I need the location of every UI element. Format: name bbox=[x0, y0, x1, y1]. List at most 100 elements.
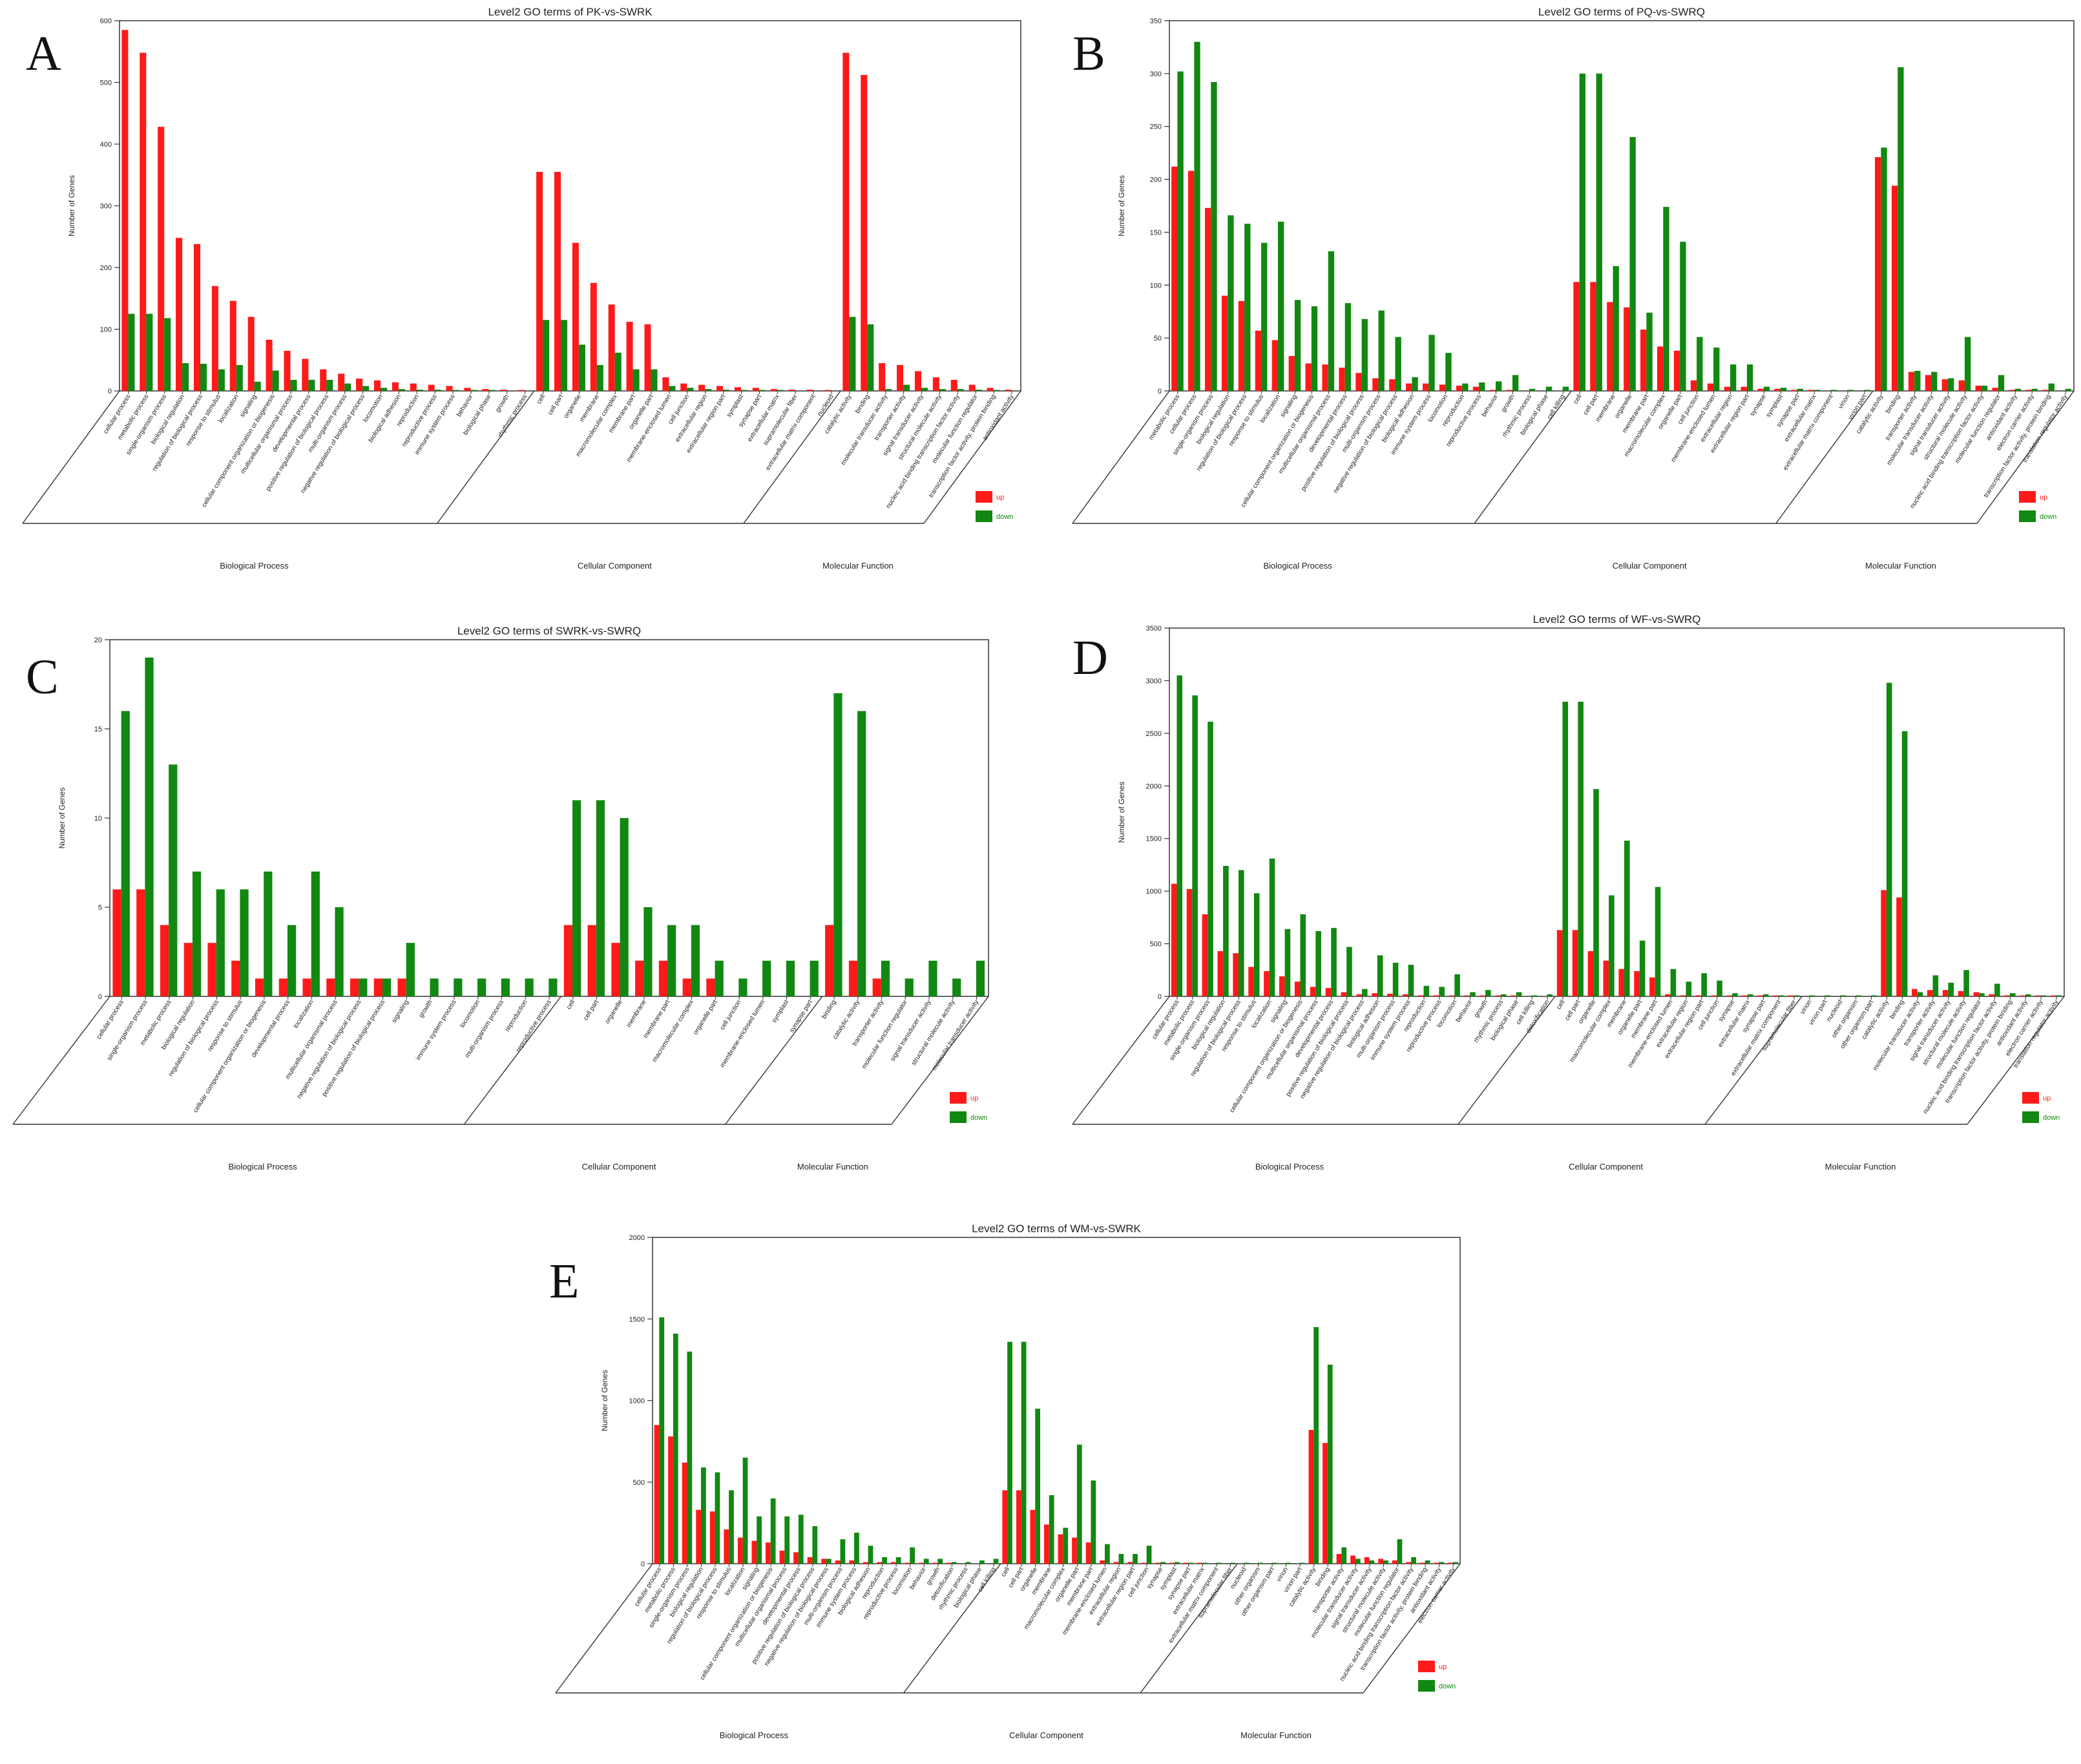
bar-down-reproduction bbox=[416, 390, 423, 391]
bar-down-regulation-of-biological-process bbox=[200, 363, 207, 391]
bar-down-reproductive-process bbox=[1439, 987, 1445, 996]
bar-down-metabolic-process bbox=[1192, 695, 1198, 996]
bar-down-structural-molecule-activity bbox=[939, 389, 946, 391]
group-label-molecular-function: Molecular Function bbox=[1240, 1730, 1312, 1740]
bar-up-organelle bbox=[1587, 950, 1594, 996]
bar-down-catalytic-activity bbox=[857, 711, 866, 996]
legend-swatch-up bbox=[1418, 1661, 1435, 1672]
x-tick-label: symplast bbox=[726, 394, 745, 419]
legend-label-down: down bbox=[2040, 513, 2056, 521]
group-separator bbox=[1458, 996, 1556, 1125]
bar-up-single-organism-process bbox=[158, 127, 165, 391]
bar-up-developmental-process bbox=[1339, 367, 1345, 391]
group-label-molecular-function: Molecular Function bbox=[822, 561, 894, 571]
bar-up-extracellular-region-part bbox=[716, 386, 724, 391]
bar-down-rhythmic-process bbox=[1529, 388, 1536, 391]
x-tick-label: virion bbox=[1837, 394, 1852, 410]
bar-up-reproduction bbox=[410, 383, 417, 391]
bar-down-cell-junction bbox=[1697, 337, 1703, 391]
bar-down-nucleic-acid-binding-transcription-factor-activity bbox=[1994, 983, 2000, 996]
x-tick-label: cell part bbox=[582, 999, 600, 1022]
bar-down-synapse-part bbox=[1797, 388, 1804, 391]
x-tick-label: virion bbox=[1275, 1566, 1290, 1583]
bar-up-membrane-enclosed-lumen bbox=[1100, 1560, 1105, 1564]
bar-down-regulation-of-biological-process bbox=[216, 889, 225, 996]
bar-up-metabolic-process bbox=[668, 1436, 673, 1564]
bar-down-locomotion bbox=[477, 978, 486, 996]
x-tick-label: growth bbox=[1473, 999, 1489, 1019]
bar-up-single-organism-process bbox=[1204, 207, 1211, 391]
bar-down-regulation-of-biological-process bbox=[1238, 870, 1244, 996]
chart-panel-d: D Level2 GO terms of WF-vs-SWRQ 0 500 1000 1… bbox=[1040, 601, 2081, 1189]
bar-up-extracellular-matrix-component bbox=[806, 390, 813, 391]
bar-up-cell-junction bbox=[1711, 995, 1717, 996]
bar-up-extracellular-region bbox=[698, 384, 706, 391]
y-tick-label: 0 bbox=[98, 993, 102, 1001]
x-tick-label: growth bbox=[418, 999, 434, 1019]
y-tick-label: 500 bbox=[1150, 941, 1162, 949]
group-label-cellular-component: Cellular Component bbox=[1009, 1730, 1083, 1740]
bar-up-cell bbox=[1002, 1490, 1008, 1564]
bar-down-membrane bbox=[596, 364, 603, 391]
bar-up-molecular-transducer-activity bbox=[1912, 989, 1918, 996]
x-tick-label: cell part bbox=[1582, 394, 1600, 417]
bar-up-membrane-enclosed-lumen bbox=[662, 377, 669, 391]
chart-panel-b: B Level2 GO terms of PQ-vs-SWRQ 0 50 100 150… bbox=[1040, 0, 2081, 588]
axis-bracket-right bbox=[891, 996, 989, 1125]
bar-up-positive-regulation-of-biological-process bbox=[1341, 992, 1347, 996]
bar-up-developmental-process bbox=[302, 359, 309, 391]
bar-up-behavior bbox=[919, 1562, 924, 1564]
legend-label-down: down bbox=[970, 1114, 987, 1122]
axis-bracket-right bbox=[1363, 1563, 1461, 1694]
y-tick-label: 2000 bbox=[1146, 782, 1162, 790]
bar-down-antioxidant-activity bbox=[2014, 388, 2022, 391]
group-separator bbox=[743, 390, 841, 524]
bar-up-nucleoid bbox=[824, 390, 831, 391]
bar-up-organelle bbox=[572, 242, 579, 391]
bar-up-locomotion bbox=[1439, 384, 1446, 391]
bar-down-locomotion bbox=[380, 388, 388, 391]
bar-up-cell-part bbox=[1016, 1490, 1021, 1564]
legend: up down bbox=[1418, 1661, 1456, 1692]
bar-down-cell-part bbox=[1021, 1341, 1027, 1564]
bar-down-molecular-transducer-activity bbox=[1931, 372, 1938, 391]
bar-up-signal-transducer-activity bbox=[914, 371, 921, 391]
bar-up-electron-carrier-activity bbox=[2025, 390, 2032, 391]
bar-down-synapse bbox=[1732, 993, 1738, 996]
group-label-molecular-function: Molecular Function bbox=[1825, 1162, 1896, 1171]
bar-up-molecular-transducer-activity bbox=[1350, 1555, 1355, 1564]
bar-down-signal-transducer-activity bbox=[1369, 1560, 1375, 1564]
bar-down-nucleoid bbox=[1840, 995, 1846, 996]
bar-down-localization bbox=[236, 364, 243, 391]
bar-down-cell-junction bbox=[687, 388, 694, 391]
bar-up-signaling bbox=[397, 978, 406, 996]
y-tick-label: 350 bbox=[1150, 17, 1162, 25]
bar-down-immune-system-process bbox=[452, 390, 459, 391]
bar-down-catalytic-activity bbox=[1313, 1327, 1319, 1564]
bar-up-regulation-of-biological-process bbox=[709, 1511, 715, 1564]
chart-c: Level2 GO terms of SWRK-vs-SWRQ 0 5 10 15 20 N… bbox=[12, 625, 989, 1171]
chart-panel-a: A Level2 GO terms of PK-vs-SWRK 0 100 200 30… bbox=[0, 0, 1040, 588]
y-tick-label: 0 bbox=[1158, 388, 1162, 395]
bar-down-reproductive-process bbox=[1479, 382, 1485, 391]
bar-down-binding bbox=[1898, 67, 1904, 391]
legend: up down bbox=[976, 491, 1013, 522]
bar-up-signal-transducer-activity bbox=[1942, 990, 1949, 996]
y-tick-label: 500 bbox=[633, 1479, 645, 1487]
bar-up-cellular-component-organization-or-biogenesis bbox=[255, 978, 264, 996]
x-tick-label: reproduction bbox=[504, 999, 529, 1033]
bar-down-cellular-process bbox=[121, 711, 130, 996]
bar-up-reproductive-process bbox=[1472, 386, 1480, 391]
bar-down-membrane-enclosed-lumen bbox=[762, 960, 771, 996]
bar-down-extracellular-matrix-component bbox=[1830, 390, 1837, 391]
bar-up-cellular-process bbox=[1171, 883, 1177, 996]
legend-label-up: up bbox=[970, 1095, 978, 1102]
y-tick-label: 3500 bbox=[1146, 625, 1162, 633]
chart-a: Level2 GO terms of PK-vs-SWRK 0 100 200 300 4… bbox=[22, 6, 1021, 571]
bar-down-symplast bbox=[1174, 1562, 1180, 1564]
bar-up-molecular-transducer-activity bbox=[879, 363, 886, 391]
bar-up-single-organism-process bbox=[1202, 914, 1208, 996]
group-separator bbox=[463, 996, 561, 1125]
bar-up-cellular-component-organization-or-biogenesis bbox=[766, 1542, 771, 1564]
bar-up-single-organism-process bbox=[682, 1462, 687, 1564]
